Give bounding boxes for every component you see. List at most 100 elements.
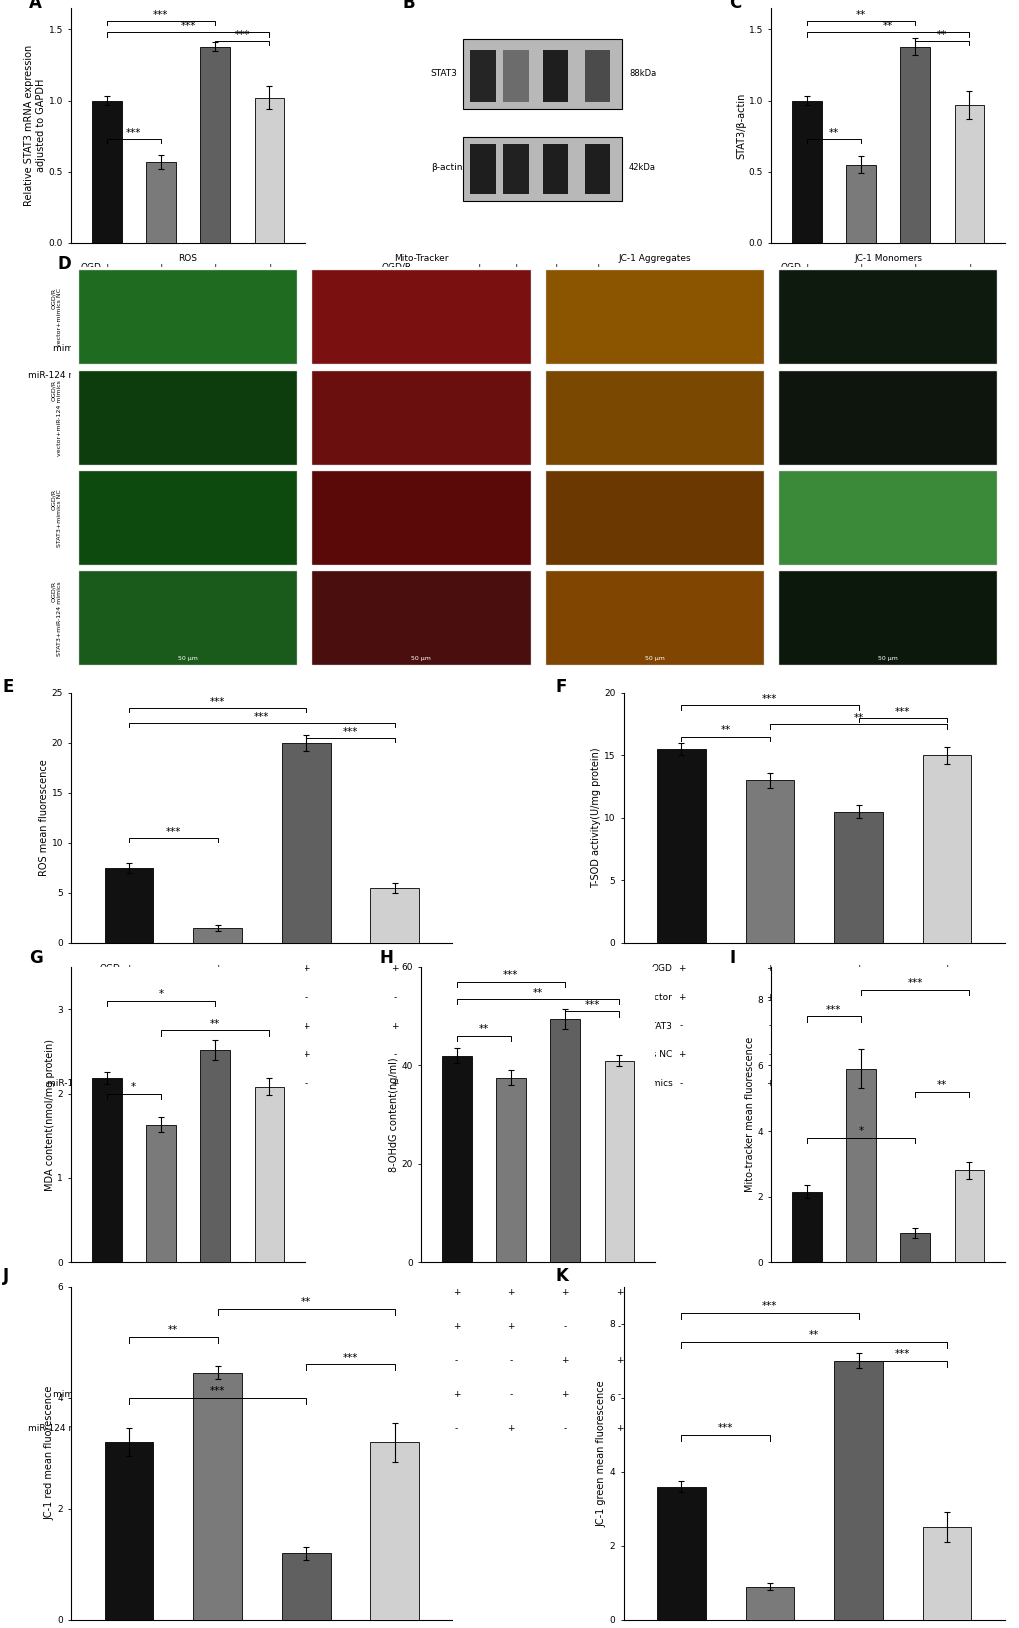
Text: -: - <box>967 290 970 298</box>
Text: +: + <box>214 1079 221 1088</box>
Text: -: - <box>564 1322 567 1332</box>
Text: *: * <box>131 1083 137 1092</box>
Bar <box>922 1527 970 1620</box>
Text: ***: *** <box>584 1000 599 1009</box>
Text: mimics NC: mimics NC <box>53 344 101 353</box>
Text: B: B <box>403 0 415 11</box>
Bar <box>92 101 121 243</box>
Text: +: + <box>911 262 918 272</box>
Bar <box>779 571 997 666</box>
Text: +: + <box>615 1356 623 1366</box>
Text: +: + <box>965 317 972 326</box>
Text: -: - <box>392 993 396 1001</box>
Text: +: + <box>211 1356 219 1366</box>
Text: +: + <box>390 964 398 974</box>
Text: -: - <box>945 1050 948 1060</box>
Text: -: - <box>454 1356 458 1366</box>
Text: +: + <box>390 1022 398 1031</box>
Text: JC-1 Aggregates: JC-1 Aggregates <box>618 254 690 264</box>
Text: -: - <box>856 1079 859 1088</box>
Text: +: + <box>765 993 773 1001</box>
Text: +: + <box>854 964 861 974</box>
Y-axis label: Relative STAT3 mRNA expression
adjusted to GAPDH: Relative STAT3 mRNA expression adjusted … <box>24 46 46 207</box>
Text: ***: *** <box>342 726 358 736</box>
Text: ***: *** <box>717 1423 733 1433</box>
Text: +: + <box>157 1424 164 1433</box>
Bar <box>495 1078 526 1262</box>
Bar <box>954 1171 983 1262</box>
Text: STAT3: STAT3 <box>74 317 101 326</box>
Bar <box>545 270 763 365</box>
Text: +: + <box>911 1288 918 1298</box>
Y-axis label: MDA content(nmol/mg protein): MDA content(nmol/mg protein) <box>45 1039 54 1190</box>
Text: +: + <box>802 262 810 272</box>
Bar <box>545 371 763 464</box>
Text: **: ** <box>882 21 893 31</box>
Text: -: - <box>564 1424 567 1433</box>
Text: +: + <box>615 1288 623 1298</box>
Text: +: + <box>802 1390 810 1400</box>
Text: STAT3: STAT3 <box>93 1022 120 1031</box>
Text: +: + <box>125 993 132 1001</box>
Y-axis label: Mito-tracker mean fluorescence: Mito-tracker mean fluorescence <box>744 1037 754 1192</box>
Text: -: - <box>804 1356 807 1366</box>
Text: Vector: Vector <box>91 993 120 1001</box>
Bar <box>502 145 528 194</box>
Text: -: - <box>858 1356 862 1366</box>
Text: -: - <box>268 290 271 298</box>
Text: +: + <box>856 262 864 272</box>
Bar <box>834 1361 882 1620</box>
Text: +: + <box>560 1288 569 1298</box>
Bar <box>312 270 530 365</box>
Text: -: - <box>804 317 807 326</box>
Bar <box>791 101 820 243</box>
Text: -: - <box>804 1424 807 1433</box>
Bar <box>370 887 419 943</box>
Text: miR-124 mimics: miR-124 mimics <box>378 1424 450 1433</box>
Text: -: - <box>213 1424 217 1433</box>
Text: STAT3: STAT3 <box>430 70 458 78</box>
Text: -: - <box>216 1050 219 1060</box>
Text: +: + <box>593 317 601 326</box>
Text: mimics NC: mimics NC <box>752 344 801 353</box>
Text: -: - <box>477 317 480 326</box>
Text: β-actin: β-actin <box>430 163 462 173</box>
Text: +: + <box>265 1356 273 1366</box>
Text: +: + <box>103 262 110 272</box>
Bar <box>845 1068 875 1262</box>
Bar <box>834 811 882 943</box>
Text: -: - <box>159 1390 162 1400</box>
Text: **: ** <box>808 1330 818 1340</box>
Text: A: A <box>30 0 42 11</box>
Text: +: + <box>765 964 773 974</box>
Bar <box>542 50 568 103</box>
Text: +: + <box>551 262 558 272</box>
Text: ***: *** <box>210 697 225 707</box>
Text: +: + <box>854 1022 861 1031</box>
Text: +: + <box>911 317 918 326</box>
Text: -: - <box>105 1424 108 1433</box>
Text: +: + <box>452 1322 460 1332</box>
Text: 50 μm: 50 μm <box>644 656 664 661</box>
Text: mimics NC: mimics NC <box>752 1390 801 1400</box>
Text: -: - <box>268 1322 271 1332</box>
Text: Mito-Tracker: Mito-Tracker <box>393 254 448 264</box>
Text: -: - <box>967 1390 970 1400</box>
Text: -: - <box>268 344 271 353</box>
Text: OGD: OGD <box>651 964 672 974</box>
Text: +: + <box>911 344 918 353</box>
Text: +: + <box>211 1288 219 1298</box>
Text: +: + <box>302 964 310 974</box>
Text: +: + <box>615 1424 623 1433</box>
Text: **: ** <box>827 129 838 138</box>
Text: +: + <box>103 1390 110 1400</box>
Text: +: + <box>302 1022 310 1031</box>
Text: mimics NC: mimics NC <box>624 1050 672 1060</box>
Text: -: - <box>305 993 308 1001</box>
Text: +: + <box>157 290 164 298</box>
Text: -: - <box>945 993 948 1001</box>
Bar <box>193 928 242 943</box>
Text: OGD: OGD <box>780 1288 801 1298</box>
Bar <box>549 1019 580 1262</box>
Text: JC-1 Monomers: JC-1 Monomers <box>853 254 921 264</box>
